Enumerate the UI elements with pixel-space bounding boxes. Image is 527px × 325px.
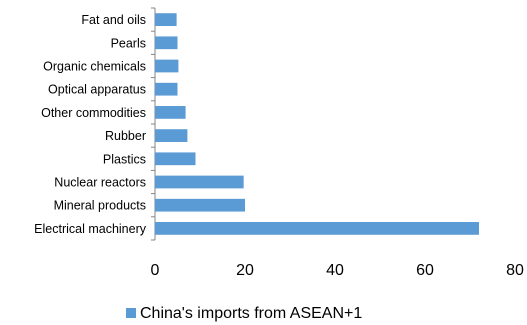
legend: China's imports from ASEAN+1 (126, 305, 362, 322)
category-label: Optical apparatus (48, 83, 146, 97)
x-tick-label: 80 (506, 262, 524, 279)
axis-group (151, 7, 156, 241)
category-label: Other commodities (41, 106, 146, 120)
category-label: Organic chemicals (43, 60, 146, 74)
category-label: Nuclear reactors (54, 176, 146, 190)
bar-electrical-machinery (155, 222, 479, 235)
category-label: Fat and oils (81, 13, 146, 27)
bar-nuclear-reactors (155, 175, 244, 189)
legend-swatch (126, 308, 136, 318)
bars-group (155, 13, 479, 235)
x-tick-label: 0 (151, 262, 160, 279)
category-label: Rubber (105, 129, 146, 143)
category-label: Electrical machinery (34, 222, 147, 236)
x-tick-label: 40 (326, 262, 344, 279)
category-labels: Electrical machinery Mineral products Nucl… (34, 13, 147, 236)
bar-plastics (155, 152, 196, 166)
bar-mineral-products (155, 198, 245, 212)
bar-fat-and-oils (155, 13, 177, 26)
category-label: Mineral products (54, 199, 146, 213)
x-tick-label: 20 (236, 262, 254, 279)
x-tick-labels: 0 20 40 60 80 (151, 262, 524, 279)
bar-other-commodities (155, 106, 186, 119)
category-label: Pearls (111, 36, 146, 50)
category-label: Plastics (103, 152, 146, 166)
legend-label: China's imports from ASEAN+1 (140, 305, 362, 322)
bar-pearls (155, 36, 178, 50)
bar-organic-chemicals (155, 59, 179, 73)
bar-optical-apparatus (155, 82, 178, 96)
bar-rubber (155, 129, 188, 142)
x-tick-label: 60 (416, 262, 434, 279)
